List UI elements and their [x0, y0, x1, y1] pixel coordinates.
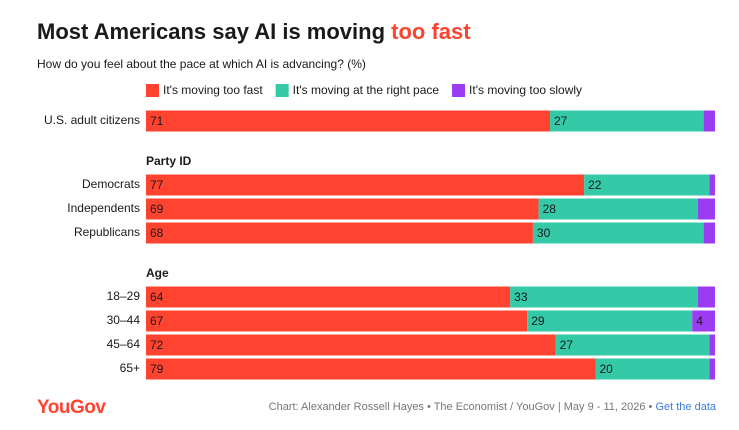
bar-segment: [532, 222, 704, 244]
subtitle: How do you feel about the pace at which …: [37, 57, 366, 71]
value-label: 28: [543, 202, 557, 216]
value-label: 71: [150, 114, 164, 128]
bar-segment: [697, 198, 715, 220]
bar-segment: [703, 110, 715, 132]
chart-title: Most Americans say AI is moving too fast: [37, 19, 471, 44]
bar-segment: [709, 334, 715, 356]
value-label: 79: [150, 362, 164, 376]
value-label: 30: [537, 226, 551, 240]
legend-swatch: [275, 84, 289, 97]
bar-segment: [527, 310, 693, 332]
bar-segment: [146, 198, 539, 220]
legend-swatch: [452, 84, 466, 97]
bar-segment: [595, 358, 710, 380]
bar-segment: [709, 174, 715, 196]
logo: YouGov: [37, 397, 106, 418]
value-label: 4: [696, 314, 703, 328]
category-label: Republicans: [74, 225, 140, 239]
category-label: 30–44: [107, 313, 141, 327]
bar-segment: [146, 286, 511, 308]
bar-segment: [549, 110, 704, 132]
bar-segment: [146, 222, 533, 244]
bar-segment: [538, 198, 698, 220]
bar-segment: [146, 174, 585, 196]
bar-segment: [709, 358, 715, 380]
bar-segment: [146, 334, 556, 356]
legend-swatch: [146, 84, 159, 97]
title-highlight: too fast: [391, 19, 471, 44]
title-text: Most Americans say AI is moving: [37, 19, 391, 44]
value-label: 33: [514, 290, 528, 304]
value-label: 64: [150, 290, 164, 304]
bar-segment: [146, 358, 596, 380]
value-label: 29: [531, 314, 545, 328]
footer: Chart: Alexander Rossell Hayes • The Eco…: [269, 401, 717, 413]
category-label: 18–29: [107, 289, 141, 303]
category-label: U.S. adult citizens: [44, 113, 140, 127]
category-label: Independents: [67, 201, 140, 215]
value-label: 67: [150, 314, 164, 328]
bar-segment: [703, 222, 715, 244]
legend-label: It's moving at the right pace: [293, 83, 440, 97]
bar-segment: [555, 334, 710, 356]
category-label: Democrats: [82, 177, 140, 191]
data-link[interactable]: Get the data: [655, 401, 716, 413]
bar-segment: [692, 310, 715, 332]
value-label: 72: [150, 338, 164, 352]
category-label: 45–64: [107, 337, 141, 351]
value-label: 20: [600, 362, 614, 376]
value-label: 22: [588, 178, 602, 192]
group-label: Age: [146, 266, 169, 280]
value-label: 68: [150, 226, 164, 240]
bar-segment: [146, 110, 550, 132]
value-label: 27: [560, 338, 574, 352]
value-label: 27: [554, 114, 568, 128]
value-label: 77: [150, 178, 164, 192]
bar-segment: [146, 310, 528, 332]
legend-label: It's moving too fast: [163, 83, 263, 97]
bar-segment: [510, 286, 698, 308]
group-label: Party ID: [146, 154, 192, 168]
credit: Chart: Alexander Rossell Hayes • The Eco…: [269, 401, 653, 413]
bar-segment: [697, 286, 715, 308]
value-label: 69: [150, 202, 164, 216]
category-label: 65+: [120, 361, 140, 375]
legend-label: It's moving too slowly: [469, 83, 582, 97]
bar-segment: [584, 174, 710, 196]
